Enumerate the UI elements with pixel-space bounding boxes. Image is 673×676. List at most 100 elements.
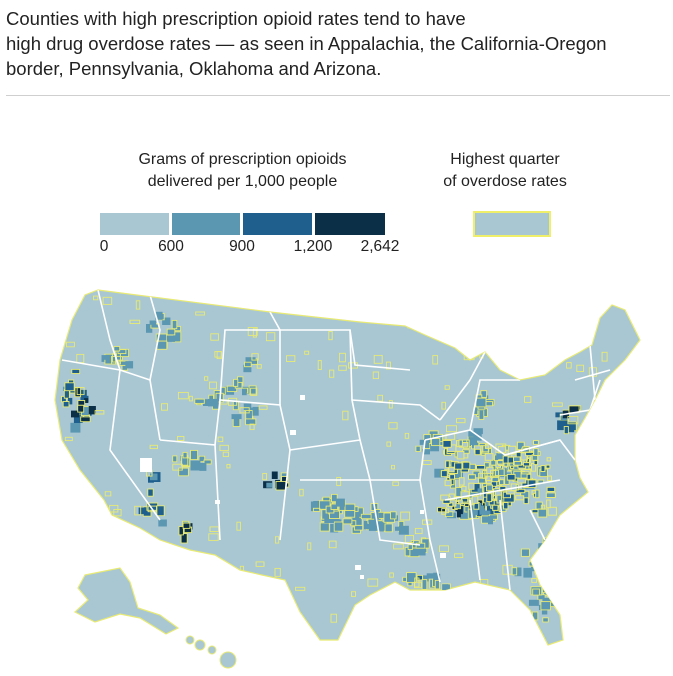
county-cell	[422, 449, 430, 455]
county-cell	[242, 388, 247, 396]
county-cell	[488, 516, 493, 525]
county-cell	[496, 494, 503, 504]
county-outline	[400, 511, 411, 521]
county-outline	[372, 371, 380, 380]
state-border	[589, 344, 596, 401]
county-cell	[468, 474, 476, 480]
county-outline	[113, 509, 122, 517]
county-outline	[265, 332, 276, 342]
county-cell	[478, 409, 485, 420]
county-outline	[391, 464, 396, 470]
county-outline	[274, 536, 280, 544]
county-outline	[338, 365, 347, 371]
county-cell	[476, 465, 486, 470]
county-outline	[204, 376, 209, 381]
legend-tick-0: 0	[99, 238, 109, 255]
county-cell	[479, 505, 484, 515]
title-divider	[6, 95, 670, 96]
state-border	[269, 311, 361, 451]
county-cell	[535, 489, 540, 499]
county-cell	[488, 508, 497, 516]
county-cell	[398, 525, 409, 535]
legend-tick-900: 900	[229, 238, 255, 255]
county-cell	[542, 582, 553, 594]
state-border	[504, 439, 576, 461]
county-cell	[515, 495, 525, 501]
county-outline	[454, 553, 464, 558]
county-cell	[77, 404, 85, 413]
county-cell	[430, 444, 439, 452]
county-cell	[536, 567, 546, 578]
county-cell	[329, 510, 340, 519]
county-outline	[480, 445, 489, 454]
county-outline	[177, 391, 189, 400]
county-cell	[330, 503, 339, 510]
county-cell	[473, 428, 483, 435]
county-cell	[162, 317, 171, 325]
state-border	[439, 351, 486, 421]
county-cell	[368, 521, 377, 531]
county-cell	[502, 455, 509, 464]
county-outline	[388, 422, 398, 430]
county-outline	[256, 364, 262, 369]
us-county-map	[54, 289, 641, 669]
county-cell	[84, 398, 89, 403]
county-outline	[540, 504, 546, 510]
county-cell	[384, 523, 393, 533]
state-border	[149, 294, 161, 441]
county-cell	[171, 319, 178, 330]
county-cell	[74, 387, 82, 398]
county-cell	[522, 462, 531, 467]
county-cell	[471, 495, 479, 504]
county-cell	[231, 414, 242, 420]
county-outline	[328, 540, 337, 549]
county-outline	[576, 364, 585, 372]
county-cell	[546, 486, 556, 492]
county-cell	[146, 324, 153, 333]
county-outline	[531, 578, 538, 583]
county-cell	[194, 398, 205, 404]
county-cell	[532, 588, 540, 596]
county-cell	[485, 500, 491, 507]
county-outline	[304, 350, 310, 355]
county-cell	[335, 498, 345, 507]
county-cell	[503, 502, 509, 510]
county-outline	[330, 613, 338, 623]
no-data-county	[300, 395, 305, 400]
state-border	[444, 479, 561, 501]
county-outline	[422, 460, 432, 465]
no-data-county	[140, 458, 152, 472]
state-border	[469, 499, 481, 581]
county-cell	[440, 494, 450, 501]
county-cell	[156, 340, 168, 350]
county-cell	[462, 461, 471, 470]
county-cell	[138, 507, 149, 515]
county-outline	[329, 369, 335, 378]
county-outline	[65, 341, 75, 348]
county-cell	[487, 507, 493, 512]
county-outline	[377, 394, 384, 402]
county-cell	[404, 546, 411, 557]
county-cell	[456, 451, 465, 460]
county-outline	[533, 318, 544, 323]
county-outline	[135, 300, 141, 310]
legend-tick-600: 600	[158, 238, 184, 255]
county-outline	[526, 456, 531, 463]
county-outline	[222, 451, 230, 457]
title-line-1: Counties with high prescription opioid r…	[6, 8, 466, 29]
county-cell	[243, 403, 252, 411]
county-cell	[444, 479, 452, 487]
county-cell	[494, 468, 505, 477]
county-outline	[336, 477, 342, 486]
county-cell	[178, 467, 189, 477]
county-cell	[423, 575, 429, 582]
county-outline	[236, 295, 248, 302]
county-cell	[532, 559, 541, 567]
county-cell	[511, 567, 518, 576]
county-cell	[182, 451, 188, 459]
overdose-legend-title-line-2: of overdose rates	[443, 173, 567, 190]
county-cell	[343, 503, 356, 511]
county-outline	[414, 527, 423, 535]
county-cell	[68, 397, 73, 405]
state-border	[97, 290, 121, 371]
